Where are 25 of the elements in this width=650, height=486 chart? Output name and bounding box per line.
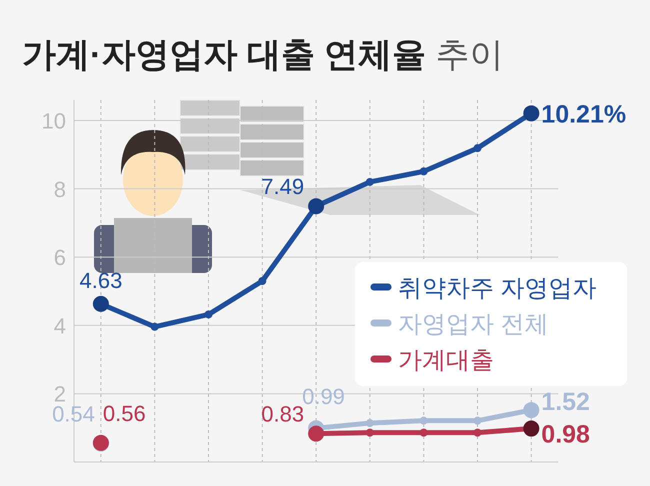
point: [420, 167, 428, 176]
data-label: 10.21%: [541, 100, 626, 128]
y-tick-label: 6: [54, 245, 66, 270]
y-tick-label: 4: [54, 313, 66, 338]
point: [366, 178, 374, 186]
data-label: 0.83: [261, 402, 304, 427]
point: [474, 416, 482, 425]
data-label: 0.98: [541, 420, 590, 449]
point: [420, 416, 428, 425]
point: [204, 310, 212, 318]
data-label: 7.49: [261, 174, 304, 200]
data-label: 0.56: [102, 400, 146, 426]
y-tick-label: 10: [42, 108, 66, 134]
point: [474, 144, 482, 152]
legend-label: 가계대출: [398, 347, 494, 374]
point: [258, 277, 266, 285]
point: [366, 419, 374, 428]
y-tick-label: 8: [54, 176, 66, 202]
data-label: 1.52: [541, 388, 590, 416]
data-label: 0.99: [302, 384, 345, 410]
title: 가계·자영업자 대출 연체율 추이: [22, 36, 504, 74]
legend-label: 자영업자 전체: [398, 311, 549, 338]
legend-label: 취약차주 자영업자: [398, 275, 597, 302]
point: [150, 322, 159, 331]
data-label: 4.63: [79, 268, 122, 293]
